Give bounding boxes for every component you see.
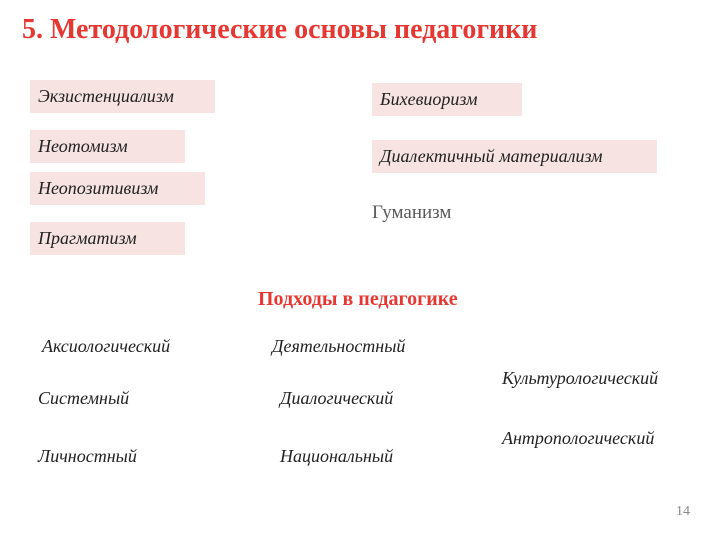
approach-item: Антропологический [502, 428, 654, 449]
foundation-box: Диалектичный материализм [372, 140, 657, 173]
approach-item: Деятельностный [272, 336, 405, 357]
page-number: 14 [676, 504, 690, 520]
approach-item: Аксиологический [42, 336, 170, 357]
approach-item: Национальный [280, 446, 393, 467]
foundation-plain: Гуманизм [372, 202, 451, 224]
foundation-box: Экзистенциализм [30, 80, 215, 113]
foundation-box: Неотомизм [30, 130, 185, 163]
foundation-box: Бихевиоризм [372, 83, 522, 116]
approach-item: Диалогический [280, 388, 393, 409]
slide-title: 5. Методологические основы педагогики [22, 14, 537, 46]
foundation-box: Неопозитивизм [30, 172, 205, 205]
section-subtitle: Подходы в педагогике [258, 288, 458, 311]
foundation-box: Прагматизм [30, 222, 185, 255]
approach-item: Культурологический [502, 368, 658, 389]
approach-item: Личностный [38, 446, 137, 467]
approach-item: Системный [38, 388, 129, 409]
